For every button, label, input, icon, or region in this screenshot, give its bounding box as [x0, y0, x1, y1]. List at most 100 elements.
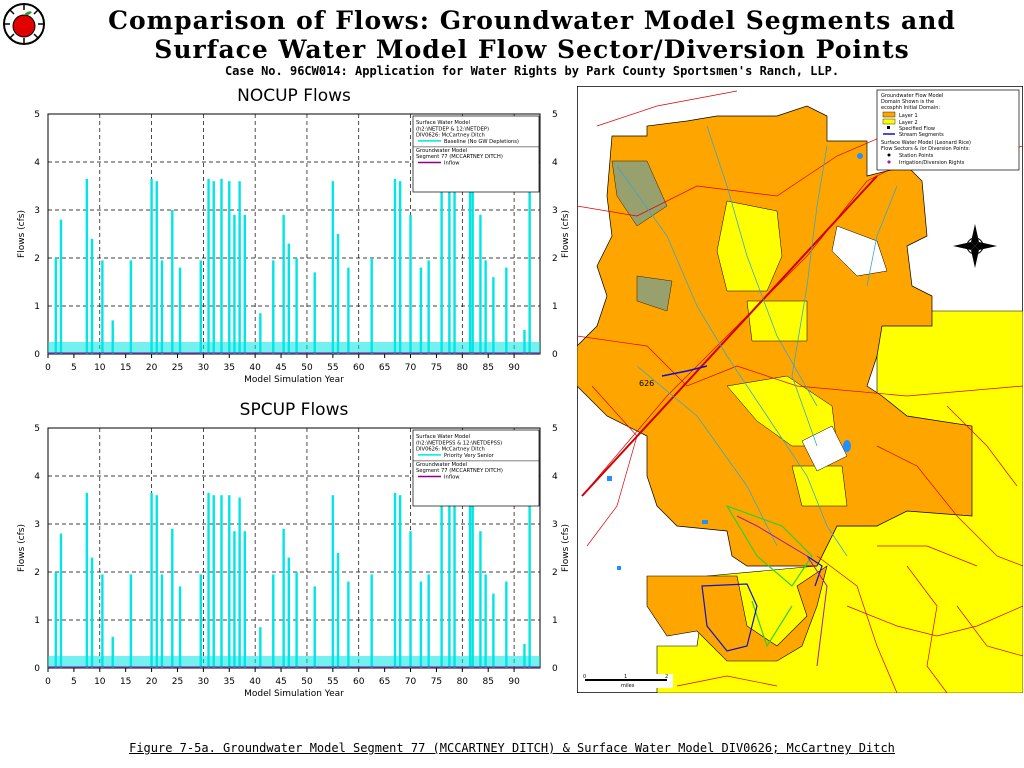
layer2-island [746, 300, 808, 342]
nocup-flow-bar [479, 214, 482, 354]
spcup-ytick-right: 0 [552, 664, 558, 674]
spcup-flow-bar [101, 574, 104, 668]
spcup-xtick: 50 [301, 677, 313, 687]
spcup-flow-bar [471, 495, 474, 668]
map-legend-sw-title-1: Flow Sectors & /or Diversion Points: [881, 146, 970, 152]
nocup-xlabel: Model Simulation Year [244, 375, 344, 385]
nocup-legend-sw-series: Baseline (No GW Depletions) [444, 139, 519, 145]
spcup-flow-bar [287, 557, 291, 668]
apple-logo [3, 3, 45, 45]
nocup-legend-sw-line: DIV0626: McCartney Ditch [416, 133, 485, 139]
map-legend-sw-title-0: Surface Water Model (Leonard Rice) [881, 140, 971, 146]
segment-outline [661, 365, 708, 377]
map-panel: 626 Groundwater Flow Model Domain Shown … [577, 86, 1023, 693]
nocup-legend-box [412, 115, 540, 193]
nocup-xtick: 10 [94, 363, 106, 373]
nocup-ylabel-left: Flows (cfs) [17, 210, 27, 258]
spcup-flow-bar [419, 581, 423, 668]
spcup-flow-bar [347, 581, 350, 668]
nocup-flow-bar [505, 267, 508, 354]
nocup-xtick: 55 [327, 363, 338, 373]
nocup-ytick-left: 1 [34, 302, 40, 312]
spcup-flow-bar [468, 495, 472, 668]
spcup-legend-gw-line: Segment 77 (MCCARTNEY DITCH) [416, 468, 503, 474]
nocup-xtick: 35 [224, 363, 235, 373]
white-gap [831, 225, 888, 277]
spcup-xtick: 70 [405, 677, 417, 687]
spcup-flow-bar [111, 636, 114, 668]
nocup-xtick: 70 [405, 363, 417, 373]
compass-rose-icon [953, 224, 997, 268]
map-legend-item-2: Specified Flow [899, 126, 935, 132]
label-626: 626 [639, 379, 654, 388]
spcup-flow-bar [228, 495, 231, 668]
spcup-flow-bar [505, 581, 508, 668]
spcup-flow-bar [220, 495, 223, 668]
nocup-flow-bar [282, 214, 285, 354]
nocup-xtick: 5 [71, 363, 77, 373]
nocup-flow-bar [427, 260, 430, 354]
spcup-xtick: 20 [146, 677, 158, 687]
nocup-flow-bar [243, 214, 246, 354]
ditch-line [725, 504, 813, 587]
nocup-xtick: 60 [353, 363, 365, 373]
nocup-flow-bar [528, 188, 531, 354]
nocup-flow-bar [370, 258, 373, 354]
nocup-flow-bar [111, 320, 114, 354]
nocup-ytick-right: 0 [552, 350, 558, 360]
map-legend-item-0: Layer 1 [899, 113, 918, 119]
ditch-line [751, 600, 793, 648]
spcup-ytick-right: 5 [552, 424, 558, 434]
spcup-flow-bar [233, 531, 236, 668]
nocup-flow-bar [220, 178, 223, 354]
spcup-flow-bar [336, 552, 340, 668]
spcup-flow-bar [54, 572, 57, 668]
spcup-flow-bar [259, 627, 262, 668]
spcup-flow-bar [331, 495, 335, 668]
nocup-flow-bar [178, 267, 182, 354]
spcup-flow-bar [295, 572, 298, 668]
nocup-flow-bar [59, 219, 63, 354]
nocup-flow-bar [313, 272, 316, 354]
spcup-flow-bar [370, 574, 373, 668]
nocup-flow-bar [101, 260, 104, 354]
spcup-xtick: 35 [224, 677, 235, 687]
spcup-xtick: 80 [457, 677, 469, 687]
spcup-flow-bar [528, 502, 531, 668]
spcup-legend-gw-line: Groundwater Model [416, 462, 467, 468]
spcup-flow-bar [484, 574, 487, 668]
scale-label-1: 1 [624, 674, 627, 680]
nocup-flow-bar [448, 178, 451, 354]
spcup-flow-bar [85, 492, 89, 668]
spcup-xtick: 10 [94, 677, 106, 687]
nocup-ylabel-right: Flows (cfs) [561, 210, 571, 258]
spcup-flow-bar [282, 528, 285, 668]
nocup-xtick: 90 [508, 363, 520, 373]
spcup-xtick: 85 [482, 677, 493, 687]
chart-title-line1: Comparison of Flows: Groundwater Model S… [108, 6, 956, 35]
nocup-chart-title: NOCUP Flows [237, 86, 351, 106]
nocup-baseline-fill [48, 342, 540, 354]
map-legend-title-2: ecosphh Initial Domain: [881, 105, 940, 111]
spcup-legend-sw-line: (h2:\NETDEPSS & 12:\NETDEPSS) [416, 440, 502, 446]
spcup-flow-bar [492, 593, 495, 668]
spcup-xtick: 25 [172, 677, 183, 687]
spcup-flow-bar [448, 492, 451, 668]
map-legend: Groundwater Flow Model Domain Shown is t… [876, 89, 1020, 171]
nocup-flow-bar [207, 178, 210, 354]
spcup-flow-bar [398, 495, 402, 668]
nocup-flow-bar [484, 260, 487, 354]
spcup-xtick: 90 [508, 677, 520, 687]
spcup-xtick: 55 [327, 677, 338, 687]
spcup-legend-gw-series: Inflow [444, 475, 460, 481]
spcup-xtick: 45 [275, 677, 286, 687]
nocup-ytick-left: 2 [34, 254, 40, 264]
nocup-flow-bar [54, 258, 57, 354]
spcup-legend: Surface Water Model(h2:\NETDEPSS & 12:\N… [412, 429, 540, 507]
specified-flow-hatch [636, 275, 673, 312]
nocup-ytick-right: 4 [552, 158, 558, 168]
scale-bar: 0 1 2 miles [583, 674, 673, 689]
spcup-flow-bar [90, 557, 94, 668]
nocup-flow-bar [393, 178, 397, 354]
